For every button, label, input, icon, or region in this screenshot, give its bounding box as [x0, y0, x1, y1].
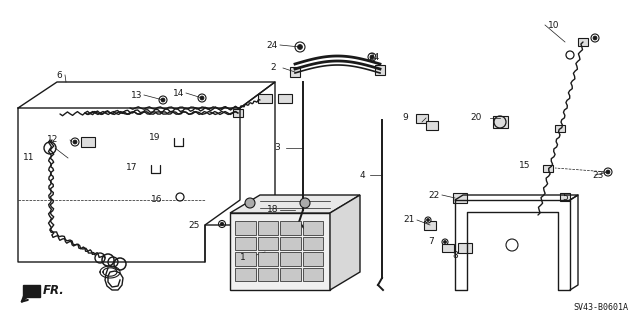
Polygon shape [230, 195, 360, 213]
Bar [257, 236, 278, 250]
Bar [426, 121, 438, 130]
Bar [235, 268, 255, 281]
Bar [543, 165, 553, 172]
Circle shape [73, 140, 77, 144]
Text: 10: 10 [548, 20, 559, 29]
Bar [230, 213, 330, 290]
Bar [233, 109, 243, 117]
Text: 4: 4 [360, 170, 365, 180]
Circle shape [604, 168, 612, 176]
Bar [257, 268, 278, 281]
Bar [303, 221, 323, 234]
Bar [235, 252, 255, 265]
Bar [278, 93, 292, 102]
Bar [578, 38, 588, 46]
Text: 24: 24 [368, 54, 380, 63]
Bar [442, 244, 454, 252]
Text: 25: 25 [189, 220, 200, 229]
Text: 9: 9 [403, 114, 408, 122]
Text: 22: 22 [429, 190, 440, 199]
Text: SV43-B0601A: SV43-B0601A [573, 303, 628, 312]
Text: 5: 5 [562, 194, 568, 203]
Polygon shape [23, 285, 40, 297]
Bar [258, 93, 272, 102]
Bar [257, 252, 278, 265]
Text: 19: 19 [148, 133, 160, 143]
Circle shape [218, 220, 225, 227]
Bar [458, 243, 472, 253]
Circle shape [442, 239, 448, 245]
Bar [280, 252, 301, 265]
Bar [280, 221, 301, 234]
Bar [560, 193, 570, 201]
Bar [303, 268, 323, 281]
Circle shape [298, 44, 303, 49]
Circle shape [606, 170, 610, 174]
Text: FR.: FR. [43, 284, 65, 296]
Text: 11: 11 [22, 153, 34, 162]
Circle shape [426, 219, 429, 221]
Text: 14: 14 [173, 88, 184, 98]
Bar [493, 116, 508, 128]
Circle shape [220, 222, 224, 226]
Text: 23: 23 [592, 170, 604, 180]
Bar [235, 221, 255, 234]
Circle shape [71, 138, 79, 146]
Text: 7: 7 [428, 238, 434, 247]
Bar [375, 65, 385, 75]
Text: 16: 16 [150, 196, 162, 204]
Circle shape [444, 241, 447, 243]
Text: 8: 8 [452, 250, 458, 259]
Circle shape [159, 96, 167, 104]
Text: 17: 17 [125, 164, 137, 173]
Bar [280, 236, 301, 250]
Bar [416, 114, 428, 122]
Circle shape [198, 94, 206, 102]
Text: 18: 18 [266, 205, 278, 214]
Bar [235, 236, 255, 250]
Bar [424, 220, 436, 229]
Circle shape [200, 96, 204, 100]
Text: 24: 24 [267, 41, 278, 49]
Bar [303, 236, 323, 250]
Circle shape [591, 34, 599, 42]
Text: 2: 2 [270, 63, 276, 72]
Text: 21: 21 [404, 216, 415, 225]
Text: 12: 12 [47, 136, 58, 145]
Bar [303, 252, 323, 265]
Circle shape [161, 98, 165, 102]
Bar [453, 193, 467, 203]
Circle shape [295, 42, 305, 52]
Circle shape [300, 198, 310, 208]
Circle shape [368, 53, 376, 61]
Bar [257, 221, 278, 234]
Text: 6: 6 [56, 70, 62, 79]
Circle shape [370, 55, 374, 59]
Text: 13: 13 [131, 91, 142, 100]
Text: 1: 1 [240, 254, 246, 263]
Text: 15: 15 [518, 160, 530, 169]
Bar [280, 268, 301, 281]
Polygon shape [330, 195, 360, 290]
Circle shape [245, 198, 255, 208]
Text: 3: 3 [275, 144, 280, 152]
Bar [555, 124, 565, 131]
Circle shape [593, 36, 597, 40]
Bar [81, 137, 95, 147]
Circle shape [425, 217, 431, 223]
Bar [290, 67, 300, 77]
Text: 20: 20 [470, 114, 482, 122]
